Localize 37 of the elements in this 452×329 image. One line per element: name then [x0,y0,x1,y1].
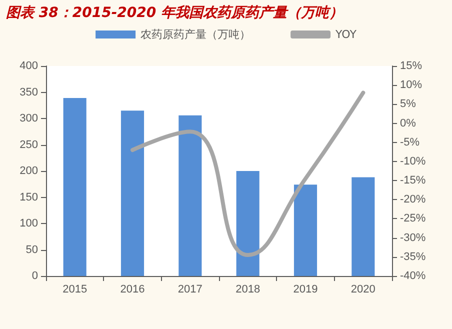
x-tick-label: 2017 [178,284,202,296]
y2-tick-label: -40% [400,270,426,282]
y2-tick-label: 0% [400,117,416,130]
x-tick-label: 2019 [293,284,318,296]
y2-tick-label: 5% [400,98,416,110]
x-tick-label: 2018 [236,284,260,296]
y-tick-label: 150 [20,191,38,204]
bar [120,110,144,276]
y2-tick-label: -10% [400,155,426,168]
bar [352,177,375,276]
y-tick-label: 250 [20,138,38,151]
y-tick-label: 300 [20,112,38,124]
y2-tick-label: 10% [400,79,422,92]
y2-tick-label: -15% [400,174,426,187]
bar [236,171,260,276]
y-tick-label: 400 [20,60,38,72]
bar [63,98,86,276]
y2-tick-label: -25% [400,212,426,225]
x-tick-label: 2020 [350,284,376,296]
y-tick-label: 50 [26,244,38,256]
legend-label: YOY [334,28,357,41]
bar [178,115,202,276]
y2-tick-label: -30% [400,232,426,244]
y2-tick-label: -5% [400,136,420,148]
x-tick-label: 2015 [62,284,88,296]
y2-tick-label: -20% [400,194,426,206]
y-tick-label: 0 [32,270,38,282]
legend-label: 农药原药产量（万吨） [140,28,251,41]
line-series [130,90,366,257]
y-tick-label: 350 [20,86,38,98]
y2-tick-label: -35% [400,250,426,263]
chart-title: 图表 38：2015-2020 年我国农药原药产量（万吨） [6,4,344,22]
bar [294,184,318,276]
y-tick-label: 200 [20,165,38,177]
y-tick-label: 100 [20,218,38,230]
y2-tick-label: 15% [400,60,422,72]
x-tick-label: 2016 [120,284,145,296]
